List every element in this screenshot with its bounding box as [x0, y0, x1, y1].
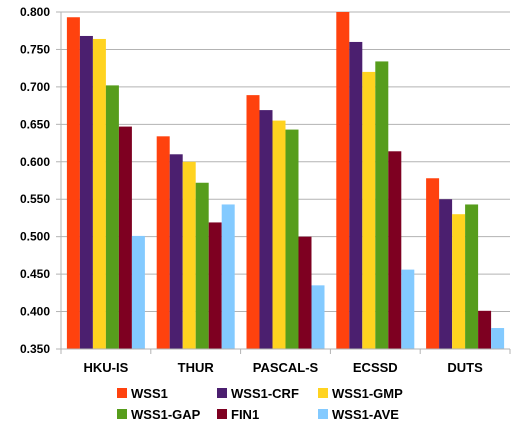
y-tick-label: 0.350: [20, 342, 50, 356]
y-tick-label: 0.700: [20, 80, 50, 94]
bar-wss1-gap-thur: [195, 182, 209, 349]
bar-wss1-ave-duts: [491, 328, 505, 349]
bar-wss1-ave-thur: [221, 204, 235, 349]
bars: [66, 12, 505, 350]
bar-wss1-gmp-hku-is: [92, 38, 106, 350]
bar-fin1-duts: [478, 310, 492, 349]
x-category-label: THUR: [178, 360, 215, 375]
legend: WSS1 WSS1-CRF WSS1-GMP WSS1-GAP FIN1 WSS1-AVE: [117, 386, 403, 422]
bar-wss1-ecssd: [336, 12, 350, 349]
bar-fin1-pascal-s: [298, 236, 312, 349]
bar-wss1-gmp-ecssd: [362, 71, 376, 350]
y-tick-label: 0.650: [20, 117, 50, 131]
bar-wss1-hku-is: [66, 17, 80, 350]
legend-swatch: [217, 388, 227, 398]
bar-wss1-ave-ecssd: [401, 269, 415, 349]
legend-label: WSS1-GMP: [332, 386, 403, 401]
bar-wss1-crf-pascal-s: [259, 110, 273, 349]
bar-fin1-thur: [208, 222, 222, 349]
legend-label: WSS1: [131, 386, 168, 401]
y-tick-label: 0.550: [20, 192, 50, 206]
bar-wss1-gap-hku-is: [105, 85, 119, 349]
legend-swatch: [117, 409, 127, 419]
x-category-label: HKU-IS: [84, 360, 129, 375]
legend-swatch: [318, 388, 328, 398]
x-category-label: PASCAL-S: [253, 360, 319, 375]
bar-wss1-gmp-pascal-s: [272, 120, 286, 349]
y-tick-label: 0.400: [20, 305, 50, 319]
bar-wss1-gmp-thur: [182, 161, 196, 349]
bar-wss1-crf-hku-is: [79, 35, 93, 349]
x-category-label: ECSSD: [353, 360, 398, 375]
bar-fin1-ecssd: [388, 151, 402, 349]
x-axis-category-labels: HKU-IS THUR PASCAL-S ECSSD DUTS: [84, 360, 484, 375]
bar-wss1-ave-pascal-s: [311, 285, 325, 349]
legend-swatch: [117, 388, 127, 398]
axes: [60, 12, 511, 354]
bar-fin1-hku-is: [118, 126, 132, 349]
bar-wss1-thur: [156, 136, 170, 349]
legend-label: WSS1-GAP: [131, 407, 201, 422]
bar-wss1-pascal-s: [246, 95, 260, 349]
y-tick-label: 0.450: [20, 267, 50, 281]
legend-label: FIN1: [231, 407, 259, 422]
legend-swatch: [318, 409, 328, 419]
y-tick-label: 0.750: [20, 42, 50, 56]
bar-wss1-crf-duts: [439, 199, 453, 349]
y-tick-label: 0.500: [20, 230, 50, 244]
y-axis-tick-labels: 0.800 0.750 0.700 0.650 0.600 0.550 0.500 0.450…: [20, 5, 50, 356]
bar-wss1-crf-ecssd: [349, 41, 363, 349]
bar-wss1-gap-duts: [465, 204, 479, 349]
y-tick-label: 0.800: [20, 5, 50, 19]
legend-swatch: [217, 409, 227, 419]
bar-wss1-crf-thur: [169, 154, 183, 349]
x-category-label: DUTS: [447, 360, 483, 375]
legend-label: WSS1-AVE: [332, 407, 399, 422]
bar-wss1-gap-pascal-s: [285, 129, 299, 349]
legend-label: WSS1-CRF: [231, 386, 299, 401]
bar-wss1-ave-hku-is: [131, 235, 145, 349]
bar-wss1-gmp-duts: [452, 214, 466, 349]
bar-wss1-duts: [426, 178, 440, 349]
bar-wss1-gap-ecssd: [375, 61, 389, 349]
y-tick-label: 0.600: [20, 155, 50, 169]
